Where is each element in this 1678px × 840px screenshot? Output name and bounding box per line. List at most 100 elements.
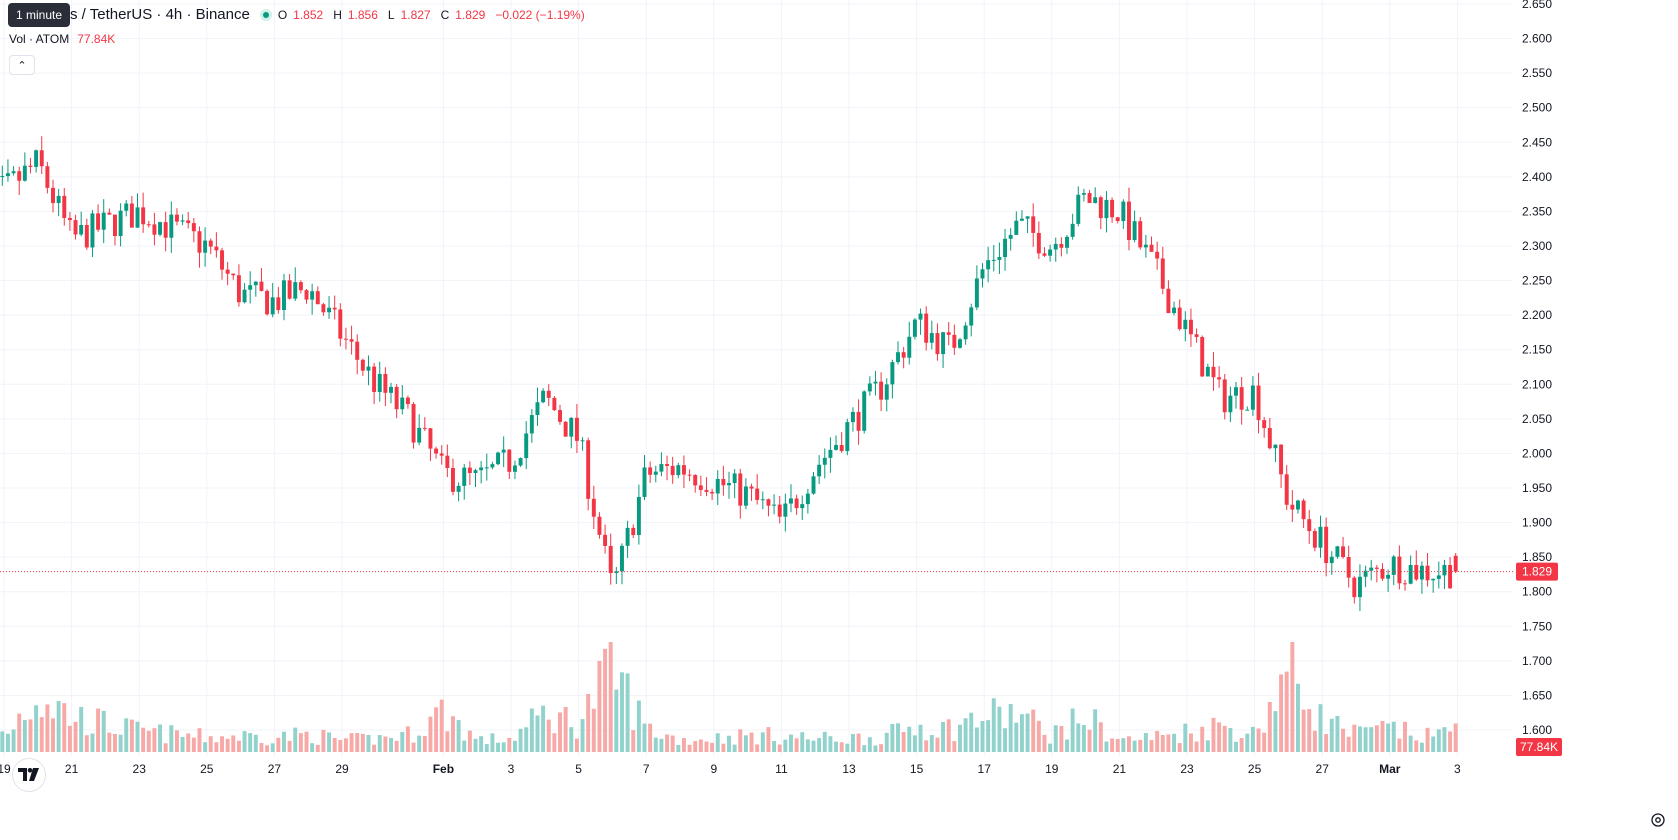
candle — [1121, 199, 1126, 229]
candle — [11, 166, 16, 176]
volume-bar — [828, 736, 833, 752]
volume-bar — [512, 740, 517, 752]
candle-body — [1053, 243, 1058, 250]
volume-bar — [422, 735, 427, 752]
candle — [479, 461, 484, 484]
volume-bar — [405, 726, 410, 752]
candle-body — [1183, 319, 1188, 330]
volume-bar — [749, 732, 754, 752]
candle-body — [1070, 223, 1075, 237]
candle-body — [1031, 216, 1036, 233]
candle — [986, 246, 991, 283]
volume-bar — [282, 731, 286, 752]
price-scale[interactable]: 2.650 2.600 2.550 2.500 2.450 2.400 2.350 2.300… — [1516, 0, 1562, 756]
price-tick-label: 2.050 — [1522, 412, 1552, 426]
candle — [738, 468, 743, 519]
volume-bar — [963, 718, 968, 752]
candle-body — [1318, 526, 1323, 548]
volume-bar — [287, 740, 292, 752]
volume-bar — [1211, 717, 1216, 752]
volume-bar — [17, 713, 22, 752]
volume-bar — [574, 738, 579, 752]
tradingview-logo[interactable] — [13, 759, 45, 791]
candle-body — [676, 465, 681, 476]
candle-body — [1205, 366, 1210, 377]
volume-bar — [1419, 742, 1424, 752]
candle-body — [169, 214, 174, 238]
volume-bar — [56, 701, 61, 752]
volume-indicator-label[interactable]: Vol · ATOM — [9, 32, 70, 46]
candle-body — [1155, 251, 1160, 259]
candle-body — [1442, 564, 1447, 576]
candle-body — [524, 433, 529, 459]
volume-bar — [434, 707, 439, 752]
volume-bar — [377, 735, 382, 752]
candle — [180, 214, 185, 226]
candle — [766, 498, 771, 517]
candle-body — [1143, 244, 1148, 248]
volume-bar — [45, 704, 50, 752]
market-status-icon[interactable] — [259, 8, 272, 21]
candle-body — [51, 187, 55, 204]
candle-body — [1014, 220, 1019, 235]
candle-body — [349, 339, 354, 342]
candle-body — [214, 246, 219, 251]
candle-body — [101, 212, 106, 230]
volume-bar — [636, 700, 641, 752]
candle — [822, 448, 827, 479]
volume-bar — [1149, 740, 1154, 752]
candle-body — [118, 210, 123, 236]
candle-body — [428, 428, 433, 449]
time-tick-label: 27 — [268, 762, 282, 776]
candle — [45, 161, 50, 194]
candle-body — [1217, 377, 1222, 380]
candle-body — [687, 474, 692, 476]
volume-bar — [349, 733, 354, 752]
candle — [890, 359, 895, 399]
volume-bar — [383, 736, 388, 752]
volume-bar — [1312, 730, 1317, 752]
candle-body — [541, 390, 546, 403]
price-tick-label: 1.700 — [1522, 654, 1552, 668]
volume-bar — [1104, 741, 1109, 752]
volume-bar — [805, 739, 810, 752]
candle — [1048, 244, 1053, 262]
candle-body — [248, 285, 253, 290]
candle-body — [1403, 583, 1407, 585]
candle — [828, 437, 833, 473]
candle-body — [1279, 444, 1284, 475]
candle — [597, 512, 602, 539]
candle — [1177, 299, 1182, 331]
volume-bar — [51, 718, 55, 752]
candle-body — [17, 171, 22, 181]
candle-body — [941, 332, 946, 355]
volume-bar — [1352, 724, 1357, 752]
candle — [1098, 195, 1103, 230]
scale-settings-button[interactable] — [1648, 810, 1668, 830]
volume-bar — [1065, 739, 1069, 752]
time-scale[interactable]: 19 21 23 25 27 29 Feb 3 5 7 9 11 13 15 17 19 21 23 25 27 Mar… — [0, 762, 1461, 776]
symbol-title[interactable]: s / TetherUS · 4h · Binance — [70, 6, 250, 23]
candle-body — [113, 214, 117, 236]
candle-body — [991, 259, 996, 261]
candle — [569, 417, 574, 449]
candle — [743, 478, 748, 510]
volume-bar — [1138, 739, 1143, 752]
collapse-legend-button[interactable]: ⌃ — [9, 55, 35, 75]
candle — [473, 468, 478, 487]
candle — [332, 295, 337, 320]
time-tick-label: 25 — [200, 762, 214, 776]
candle — [389, 382, 393, 404]
candle — [163, 211, 168, 252]
volume-bar — [180, 737, 185, 752]
volume-bar — [124, 718, 129, 752]
candle — [501, 436, 506, 468]
volume-bar — [1403, 721, 1407, 752]
candle-body — [958, 339, 962, 348]
grid — [0, 0, 1513, 756]
volume-bar — [1228, 727, 1233, 752]
candle — [794, 494, 799, 515]
candle — [805, 488, 810, 514]
